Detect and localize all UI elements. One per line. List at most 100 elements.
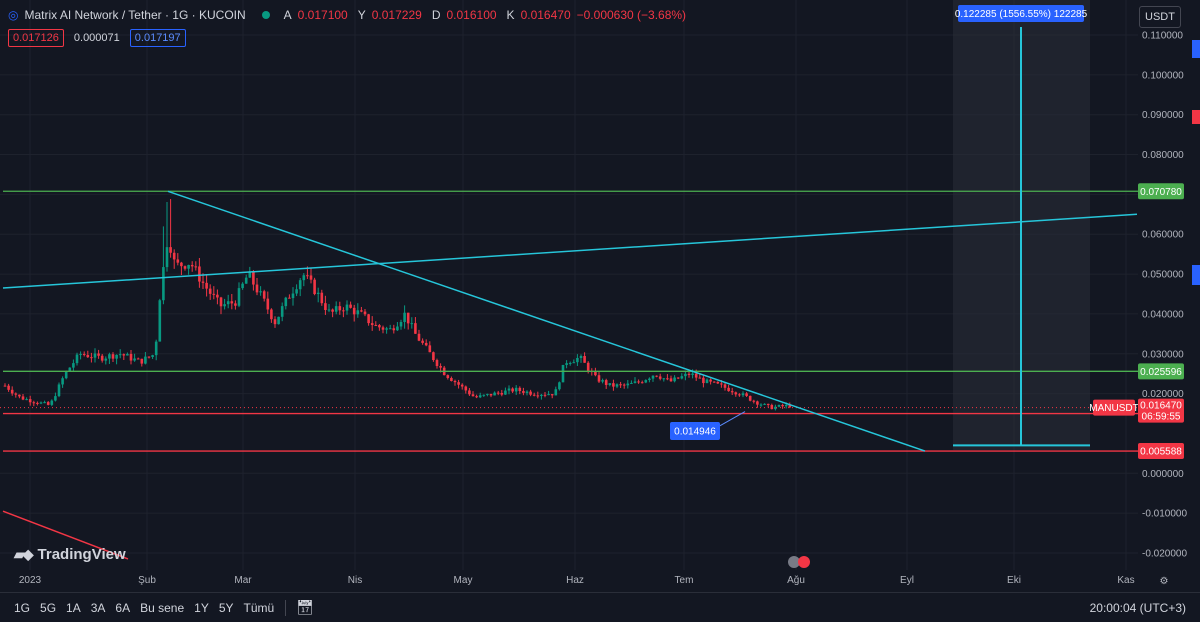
price-tick-label: 0.080000	[1142, 150, 1184, 161]
candle	[385, 326, 388, 334]
calendar-goto-icon[interactable]: 📅︎	[296, 599, 314, 615]
candle	[748, 395, 752, 402]
candle-body	[194, 266, 198, 268]
candle	[100, 353, 104, 363]
candle-body	[572, 362, 576, 364]
axis-settings-icon[interactable]: ⚙	[1160, 576, 1169, 587]
candle-body	[259, 291, 262, 293]
candle	[594, 367, 597, 377]
candle-body	[421, 340, 424, 343]
level-price-tag	[1138, 183, 1184, 200]
candle-body	[648, 378, 651, 381]
timeframe-1g[interactable]: 1G	[14, 600, 31, 615]
candle	[190, 261, 194, 272]
candle	[745, 392, 748, 397]
candle	[417, 329, 421, 342]
candle-body	[561, 364, 565, 383]
candle-body	[453, 380, 457, 383]
candle-body	[18, 394, 21, 397]
candle	[414, 317, 417, 334]
candle	[140, 358, 144, 367]
timeframe-1y[interactable]: 1Y	[194, 600, 209, 615]
candle-body	[388, 328, 392, 330]
candle	[763, 403, 766, 406]
price-chart[interactable]: 0.122285 (1556.55%) 122285 0.014946 0.110…	[0, 0, 1200, 590]
candle	[608, 383, 612, 387]
candle-body	[172, 252, 176, 260]
candle-body	[586, 362, 590, 371]
candle-body	[730, 391, 734, 393]
candle	[273, 316, 277, 328]
candle-body	[748, 395, 752, 401]
candle	[172, 249, 176, 269]
candle	[327, 304, 331, 313]
candle	[522, 387, 525, 396]
callout-label: 0.014946	[674, 427, 716, 438]
candles	[3, 199, 792, 411]
sell-price-button[interactable]: 0.017126	[8, 29, 64, 47]
candle	[57, 382, 61, 398]
candle-body	[144, 356, 147, 364]
candle-body	[525, 391, 529, 393]
timeframe-5g[interactable]: 5G	[40, 600, 57, 615]
candle-body	[298, 280, 302, 290]
candle	[201, 273, 205, 290]
last-price-label: 0.016470	[1140, 401, 1182, 412]
candle	[255, 278, 259, 296]
candle-body	[82, 353, 86, 355]
candle-body	[219, 297, 223, 307]
candle	[450, 376, 453, 382]
candle	[540, 393, 543, 400]
candle	[147, 356, 151, 359]
candle	[615, 383, 619, 389]
price-tick-label: 0.060000	[1142, 230, 1184, 241]
timeframe-1a[interactable]: 1A	[66, 600, 81, 615]
candle-body	[284, 297, 288, 307]
candle-body	[97, 353, 100, 356]
candle	[205, 274, 208, 297]
timeframe-5y[interactable]: 5Y	[218, 600, 234, 615]
candle	[97, 349, 100, 359]
candle	[270, 308, 273, 323]
candle	[252, 270, 255, 291]
candle-body	[25, 399, 28, 401]
price-tick-label: -0.010000	[1142, 509, 1187, 520]
candle	[446, 374, 450, 380]
candle-body	[349, 304, 352, 308]
candle-body	[716, 381, 720, 384]
timeframe-6a[interactable]: 6A	[115, 600, 131, 615]
candle	[622, 383, 626, 389]
time-tick-label: Nis	[348, 575, 362, 586]
timeframe-all[interactable]: Tümü	[243, 600, 275, 615]
candle-body	[158, 300, 162, 342]
clock[interactable]: 20:00:04 (UTC+3)	[1089, 600, 1186, 615]
measure-label-bg	[958, 5, 1084, 22]
currency-button[interactable]: USDT	[1139, 6, 1181, 28]
timeframe-ytd[interactable]: Bu sene	[140, 600, 185, 615]
candle	[489, 393, 493, 398]
candle-body	[212, 293, 216, 295]
descending-trendline	[167, 190, 926, 452]
candle-body	[370, 323, 374, 326]
candle	[82, 351, 86, 357]
timeframe-3a[interactable]: 3A	[90, 600, 106, 615]
candle	[486, 393, 489, 397]
candle-body	[493, 392, 496, 396]
candle-body	[756, 401, 759, 405]
candle	[284, 296, 288, 310]
buy-price-button[interactable]: 0.017197	[129, 29, 186, 47]
price-tick-label: 0.000000	[1142, 469, 1184, 480]
candle	[122, 353, 126, 360]
candle-body	[669, 378, 673, 382]
event-flag-icon	[798, 556, 810, 568]
candle	[262, 289, 266, 302]
candle-body	[622, 384, 626, 386]
symbol-tag	[1093, 399, 1135, 416]
candle	[579, 354, 583, 363]
candle-body	[21, 396, 25, 400]
candle-body	[741, 393, 745, 396]
symbol-title[interactable]: Matrix AI Network / Tether · 1G · KUCOIN	[24, 8, 246, 22]
candle	[774, 404, 777, 411]
candle	[28, 395, 32, 406]
candle-body	[518, 387, 522, 392]
